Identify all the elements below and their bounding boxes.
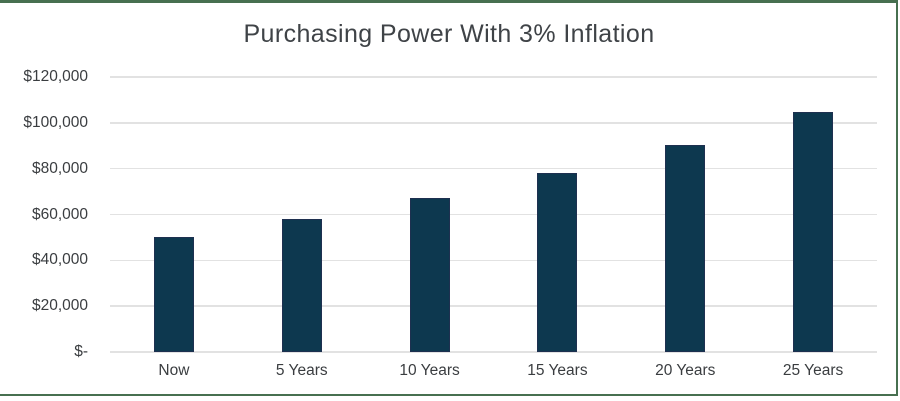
x-axis-tick-label: 15 Years [527,362,588,379]
bar-5-years [281,219,322,352]
chart-title: Purchasing Power With 3% Inflation [243,20,655,48]
bar-25-years [793,112,834,352]
bar-15-years [537,173,578,352]
y-axis-tick-label: $80,000 [31,159,88,177]
gridline [110,259,877,262]
bar-20-years [665,145,706,352]
gridline [110,351,877,353]
y-axis-tick-label: $40,000 [31,251,88,269]
gridline [110,167,877,170]
y-axis-tick-label: $- [74,343,88,360]
bar-10-years [409,198,450,352]
y-axis-tick-label: $120,000 [23,68,88,85]
x-axis-tick-label: 10 Years [399,362,460,379]
x-axis-tick-label: Now [158,362,190,379]
x-axis-tick-label: 20 Years [655,362,716,379]
gridline [110,76,877,78]
y-axis-tick-label: $60,000 [31,205,88,223]
gridline [110,122,877,124]
y-axis-tick-label: $20,000 [31,297,88,315]
gridline [110,213,877,216]
gridline [110,305,877,307]
y-axis-tick-label: $100,000 [23,113,88,131]
bar-now [153,237,194,352]
x-axis-tick-label: 5 Years [275,362,328,379]
x-axis-tick-label: 25 Years [782,362,844,379]
